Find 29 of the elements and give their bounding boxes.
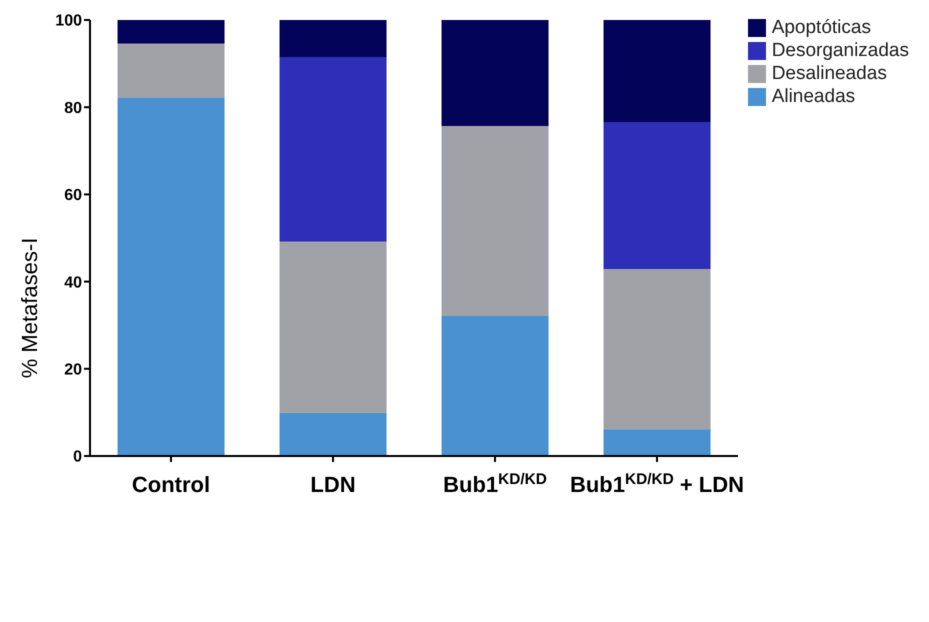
bar <box>118 44 225 98</box>
bar <box>442 126 549 316</box>
bar <box>280 412 387 456</box>
x-tick-label: Bub1$^{KD/KD}$ <box>443 470 547 497</box>
bar <box>442 316 549 456</box>
legend-label: Apoptóticas <box>772 16 871 38</box>
y-tick-label: 100 <box>55 12 82 30</box>
y-tick-label: 20 <box>64 361 82 378</box>
y-tick-label: 80 <box>64 100 82 117</box>
bar <box>604 20 711 122</box>
x-tick-label: LDN <box>310 472 356 497</box>
bar <box>442 20 549 126</box>
legend-label: Alineadas <box>772 86 856 108</box>
bar <box>604 122 711 269</box>
bar <box>604 429 711 456</box>
bar <box>280 20 387 58</box>
bar <box>118 20 225 44</box>
bar <box>604 268 711 430</box>
y-tick-label: 60 <box>64 187 82 204</box>
x-tick-label: Control <box>132 472 210 497</box>
bar <box>118 98 225 456</box>
legend-label: Desorganizadas <box>772 40 909 62</box>
y-tick-label: 0 <box>73 448 82 466</box>
y-tick-label: 40 <box>64 274 82 292</box>
legend-label: Desalineadas <box>772 62 887 84</box>
x-tick-label: Bub1$^{KD/KD}$ + LDN <box>570 470 744 497</box>
bar <box>280 57 387 242</box>
bar <box>280 241 387 413</box>
y-axis-title: % Metafases-I <box>16 238 42 378</box>
